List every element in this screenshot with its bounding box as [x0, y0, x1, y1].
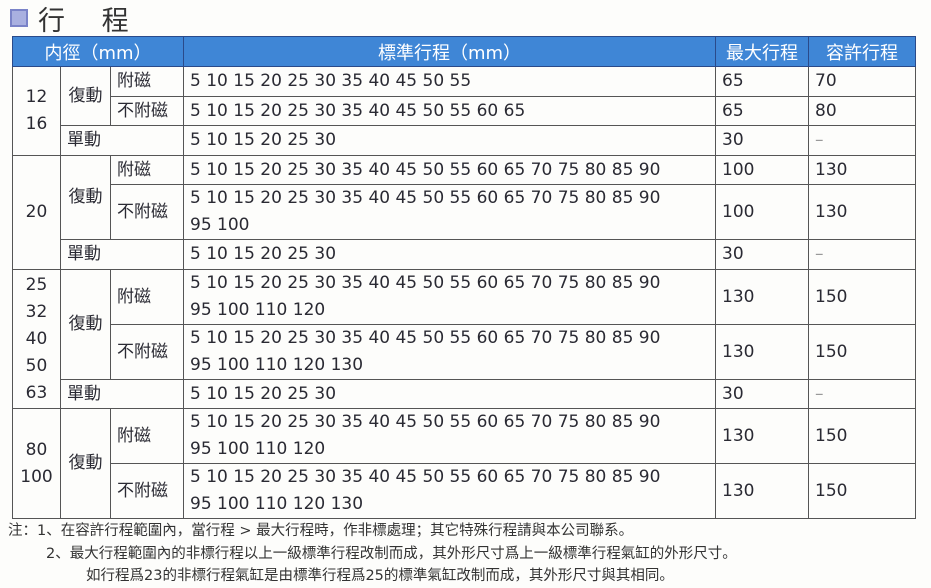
type-cell: 單動 [59, 125, 185, 156]
stroke-line: 5 10 15 20 25 30 35 40 45 50 55 60 65 70… [190, 412, 661, 432]
standard-stroke-cell: 5 10 15 20 25 30 [183, 125, 717, 156]
standard-stroke-cell: 5 10 15 20 25 30 35 40 45 50 55 60 65 70… [183, 408, 717, 464]
stroke-line: 5 10 15 20 25 30 35 40 45 50 55 60 65 70… [190, 159, 661, 180]
bore-value: 100 [20, 466, 53, 487]
bore-value: 50 [25, 355, 48, 376]
note-1: 注：1、在容許行程範圍內，當行程 > 最大行程時，作非標處理；其它特殊行程請與本… [8, 523, 634, 539]
standard-stroke-cell: 5 10 15 20 25 30 35 40 45 50 55 60 65 70… [183, 463, 717, 519]
bore-value: 12 [25, 87, 48, 107]
bore-value: 25 [25, 274, 48, 295]
stroke-line: 5 10 15 20 25 30 35 40 45 50 55 [190, 71, 472, 91]
bore-value: 63 [25, 382, 48, 403]
bore-value: 16 [25, 114, 48, 134]
allow-stroke-cell: 150 [808, 463, 917, 519]
max-stroke-cell: 100 [715, 184, 810, 240]
max-stroke-cell: 65 [715, 66, 810, 97]
allow-stroke-cell: 150 [808, 269, 917, 325]
magnet-cell: 附磁 [109, 408, 185, 464]
max-stroke-cell: 30 [715, 379, 810, 409]
magnet-cell: 附磁 [109, 155, 185, 185]
table-row: 單動 5 10 15 20 25 30 30– [13, 125, 917, 156]
notes: 注：1、在容許行程範圍內，當行程 > 最大行程時，作非標處理；其它特殊行程請與本… [8, 520, 737, 588]
table-row: 不附磁 5 10 15 20 25 30 35 40 45 50 55 60 65… [13, 324, 917, 380]
standard-stroke-cell: 5 10 15 20 25 30 35 40 45 50 55 60 65 70… [183, 324, 717, 380]
bore-cell: 12 16 [12, 66, 61, 156]
section-title: 行 程 [10, 2, 143, 37]
table-row: 80 100 復動 附磁 5 10 15 20 25 30 35 40 45 50 55… [12, 408, 917, 519]
magnet-cell: 不附磁 [109, 184, 185, 240]
allow-stroke-cell: – [808, 239, 917, 270]
stroke-line: 5 10 15 20 25 30 35 40 45 50 55 60 65 70… [190, 188, 661, 208]
table-row: 不附磁 5 10 15 20 25 30 35 40 45 50 55 60 65… [13, 96, 917, 126]
type-cell: 復動 [60, 155, 111, 240]
magnet-cell: 附磁 [109, 269, 185, 325]
allow-stroke-cell: – [808, 379, 917, 409]
bore-cell: 25 32 40 50 63 [12, 269, 61, 409]
allow-stroke-cell: – [808, 125, 917, 156]
max-stroke-cell: 65 [715, 96, 810, 126]
max-stroke-cell: 130 [715, 324, 810, 380]
stroke-line: 5 10 15 20 25 30 35 40 45 50 55 60 65 70… [190, 328, 661, 348]
table-row: 不附磁 5 10 15 20 25 30 35 40 45 50 55 60 65… [13, 463, 917, 519]
stroke-line: 5 10 15 20 25 30 35 40 45 50 55 60 65 70… [190, 273, 661, 293]
type-cell: 復動 [60, 408, 111, 519]
standard-stroke-cell: 5 10 15 20 25 30 35 40 45 50 55 60 65 70… [183, 184, 717, 240]
table-row: 單動 5 10 15 20 25 30 30– [13, 379, 917, 409]
standard-stroke-cell: 5 10 15 20 25 30 35 40 45 50 55 60 65 70… [183, 269, 717, 325]
bore-value: 32 [25, 301, 48, 322]
standard-stroke-cell: 5 10 15 20 25 30 [183, 379, 717, 409]
max-stroke-cell: 100 [715, 155, 810, 185]
max-stroke-cell: 30 [715, 239, 810, 270]
table-row: 不附磁 5 10 15 20 25 30 35 40 45 50 55 60 65… [13, 184, 917, 240]
stroke-line: 95 100 110 120 130 [190, 494, 364, 514]
header-max: 最大行程 [715, 36, 810, 67]
bore-cell: 20 [12, 155, 61, 270]
table-row: 12 16 復動 附磁 5 10 15 20 25 30 35 40 45 50 55 6… [12, 66, 917, 156]
table-row: 單動 5 10 15 20 25 30 30– [13, 239, 917, 270]
stroke-line: 95 100 110 120 130 [190, 355, 364, 375]
allow-stroke-cell: 130 [808, 184, 917, 240]
allow-stroke-cell: 70 [808, 66, 917, 97]
magnet-cell: 不附磁 [109, 463, 185, 519]
stroke-line: 5 10 15 20 25 30 35 40 45 50 55 60 65 [190, 100, 526, 121]
allow-stroke-cell: 150 [808, 408, 917, 464]
standard-stroke-cell: 5 10 15 20 25 30 35 40 45 50 55 60 65 [183, 96, 717, 126]
header-standard: 標準行程（mm） [183, 36, 717, 67]
magnet-cell: 不附磁 [109, 96, 185, 126]
magnet-cell: 不附磁 [109, 324, 185, 380]
standard-stroke-cell: 5 10 15 20 25 30 35 40 45 50 55 [183, 66, 717, 97]
table-row: 20 復動 附磁 5 10 15 20 25 30 35 40 45 50 55 60… [12, 155, 917, 270]
type-cell: 單動 [59, 379, 185, 409]
allow-stroke-cell: 130 [808, 155, 917, 185]
magnet-cell: 附磁 [109, 66, 185, 97]
max-stroke-cell: 130 [715, 408, 810, 464]
allow-stroke-cell: 150 [808, 324, 917, 380]
max-stroke-cell: 30 [715, 125, 810, 156]
max-stroke-cell: 130 [715, 269, 810, 325]
bore-value: 80 [25, 439, 48, 460]
stroke-line: 95 100 [190, 215, 250, 235]
bore-cell: 80 100 [12, 408, 61, 519]
type-cell: 復動 [60, 269, 111, 380]
table-row: 25 32 40 50 63 復動 附磁 5 10 15 20 25 30 35 40 45 … [12, 269, 917, 409]
note-2: 2、最大行程範圍內的非標行程以上一級標準行程改制而成，其外形尺寸爲上一級標準行程… [46, 545, 737, 562]
type-cell: 復動 [60, 66, 111, 126]
header-bore: 内徑（mm） [11, 36, 185, 67]
stroke-table: 内徑（mm） 標準行程（mm） 最大行程 容許行程 12 16 復動 附磁 5 10 1… [11, 36, 917, 519]
bore-value: 40 [25, 328, 48, 349]
stroke-line: 95 100 110 120 [190, 439, 326, 459]
stroke-line: 5 10 15 20 25 30 35 40 45 50 55 60 65 70… [190, 467, 661, 487]
note-2-example: 如行程爲23的非標行程氣缸是由標準行程爲25的標準氣缸改制而成，其外形尺寸與其相… [86, 568, 674, 584]
header-allow: 容許行程 [808, 36, 917, 67]
bore-value: 20 [25, 202, 48, 222]
standard-stroke-cell: 5 10 15 20 25 30 [183, 239, 717, 270]
standard-stroke-cell: 5 10 15 20 25 30 35 40 45 50 55 60 65 70… [183, 155, 717, 185]
stroke-line: 95 100 110 120 [190, 300, 326, 320]
allow-stroke-cell: 80 [808, 96, 917, 126]
type-cell: 單動 [59, 239, 185, 270]
max-stroke-cell: 130 [715, 463, 810, 519]
square-bullet-icon [10, 9, 28, 27]
